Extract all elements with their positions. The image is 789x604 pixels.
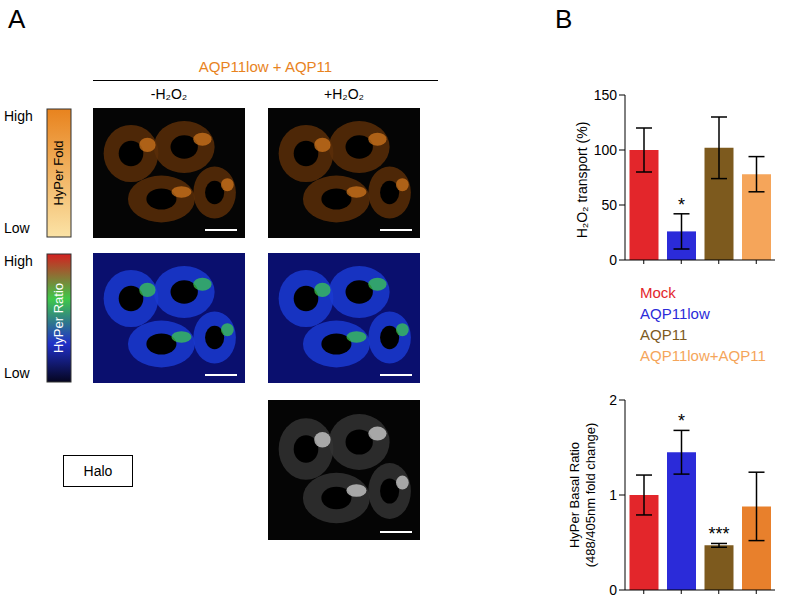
html-text:A: A xyxy=(8,4,26,34)
svg-text:***: *** xyxy=(708,524,729,544)
svg-text:1: 1 xyxy=(609,487,617,503)
html-text:High: High xyxy=(4,253,33,269)
html-text:HyPer Basal Ratio: HyPer Basal Ratio xyxy=(567,441,582,549)
html-text:(488/405nm fold change): (488/405nm fold change) xyxy=(583,422,598,568)
svg-text:100: 100 xyxy=(594,142,618,158)
svg-text:2: 2 xyxy=(609,392,617,408)
html-text:AQP11: AQP11 xyxy=(640,326,688,343)
html-text:AQP11low + AQP11: AQP11low + AQP11 xyxy=(198,58,333,75)
svg-text:0: 0 xyxy=(609,252,617,268)
html-text:AQP11low: AQP11low xyxy=(640,305,710,322)
html-text:Low: Low xyxy=(4,365,30,381)
svg-text:*: * xyxy=(678,195,685,215)
html-text:B: B xyxy=(555,4,573,34)
svg-text:*: * xyxy=(678,411,685,431)
html-text:+H₂O₂: +H₂O₂ xyxy=(324,86,364,102)
svg-text:HyPer Ratio: HyPer Ratio xyxy=(51,283,66,353)
html-text:-H₂O₂: -H₂O₂ xyxy=(150,86,188,102)
html-text:H₂O₂ transport (%): H₂O₂ transport (%) xyxy=(574,121,590,239)
html-text:Halo: Halo xyxy=(83,463,113,479)
html-text:AQP11low+AQP11: AQP11low+AQP11 xyxy=(640,347,766,364)
svg-text:HyPer Fold: HyPer Fold xyxy=(51,140,66,205)
html-text:High: High xyxy=(4,108,33,124)
svg-text:50: 50 xyxy=(601,197,617,213)
html-text:Mock: Mock xyxy=(640,284,676,301)
svg-text:0: 0 xyxy=(609,582,617,598)
svg-text:150: 150 xyxy=(594,87,618,103)
html-text:Low: Low xyxy=(4,220,30,236)
